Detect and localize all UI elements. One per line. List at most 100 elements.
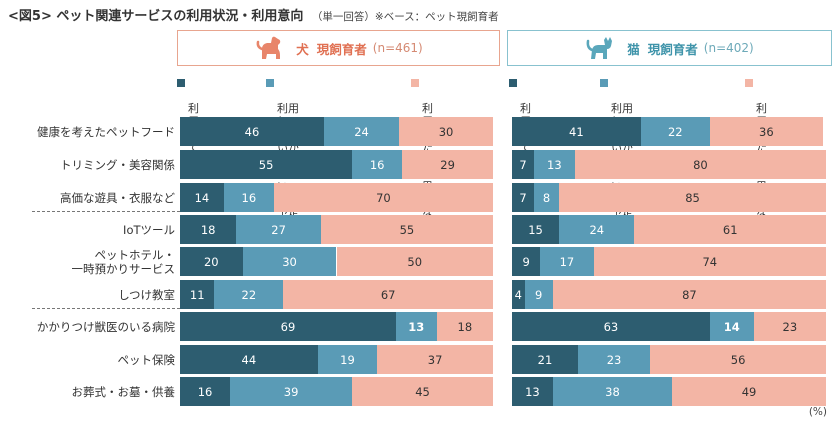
bar-segment-cat-use: 63: [512, 312, 710, 341]
data-label: 24: [354, 124, 369, 139]
data-label: 18: [457, 319, 473, 334]
bar-segment-dog-want: 24: [323, 117, 400, 146]
bar-segment-cat-use: 41: [512, 117, 641, 146]
bar-segment-cat-not: 61: [634, 215, 826, 244]
data-label: 55: [399, 222, 415, 237]
legend-swatch-not: [745, 79, 753, 87]
bar-segment-cat-not: 80: [574, 150, 826, 179]
bar-segment-dog-not: 50: [336, 247, 493, 276]
bar-segment-dog-not: 29: [402, 150, 493, 179]
data-label: 80: [693, 157, 708, 172]
data-label: 13: [547, 157, 562, 172]
data-label: 11: [189, 287, 205, 302]
category-label: 高価な遊具・衣服など: [60, 190, 175, 205]
legend-swatch-want: [600, 79, 608, 87]
cat-panel-n: (n=402): [703, 41, 754, 55]
bar-segment-cat-use: 15: [512, 215, 560, 244]
bar-segment-cat-want: 9: [524, 280, 553, 309]
data-label: 18: [200, 222, 216, 237]
bar-segment-cat-use: 13: [512, 377, 553, 406]
bar-segment-dog-use: 20: [180, 247, 243, 276]
bar-segment-cat-not: 36: [709, 117, 823, 146]
data-label: 9: [535, 287, 543, 302]
data-label: 13: [525, 384, 540, 399]
data-label: 23: [782, 319, 798, 334]
data-label: 24: [589, 222, 605, 237]
data-label: 21: [537, 352, 553, 367]
data-label: 69: [280, 319, 296, 334]
legend-swatch-use: [509, 79, 517, 87]
data-label: 61: [722, 222, 738, 237]
data-label: 44: [241, 352, 257, 367]
category-label: IoTツール: [123, 222, 175, 237]
data-label: 7: [519, 190, 527, 205]
bar-segment-cat-not: 56: [650, 345, 826, 374]
bar-segment-cat-not: 74: [593, 247, 826, 276]
data-label: 29: [440, 157, 455, 172]
data-label: 7: [519, 157, 527, 172]
data-label: 8: [542, 190, 551, 205]
data-label: 13: [408, 319, 425, 334]
chart-note: （単一回答）※ベース：ペット現飼育者: [311, 11, 499, 23]
bar-segment-dog-not: 45: [352, 377, 493, 406]
dog-panel-animal: 犬: [296, 41, 309, 57]
bar-segment-cat-not: 85: [559, 183, 826, 212]
data-label: 85: [685, 190, 700, 205]
bar-segment-dog-want: 27: [236, 215, 321, 244]
data-label: 14: [194, 190, 210, 205]
data-label: 56: [730, 352, 746, 367]
bar-segment-dog-not: 55: [320, 215, 493, 244]
cat-icon: [586, 37, 613, 59]
data-label: 9: [522, 254, 530, 269]
legend-swatch-not: [411, 79, 419, 87]
bar-segment-cat-want: 8: [533, 183, 560, 212]
bar-segment-dog-use: 55: [180, 150, 353, 179]
bar-segment-dog-want: 19: [317, 345, 378, 374]
data-label: 15: [528, 222, 543, 237]
bar-segment-cat-use: 9: [512, 247, 541, 276]
data-label: 17: [559, 254, 575, 269]
data-label: 4: [514, 287, 522, 302]
cat-panel-label: 現飼育者: [647, 41, 698, 57]
data-label: 19: [340, 352, 355, 367]
data-label: 49: [741, 384, 757, 399]
data-label: 20: [203, 254, 219, 269]
bar-segment-dog-want: 13: [395, 312, 437, 341]
bar-segment-dog-want: 16: [223, 183, 274, 212]
data-label: 39: [283, 384, 299, 399]
data-label: 87: [682, 287, 697, 302]
panel-header-dog: 犬 現飼育者 (n=461): [177, 30, 500, 66]
bar-segment-dog-use: 69: [180, 312, 396, 341]
category-label: トリミング・美容関係: [60, 157, 175, 172]
category-label: しつけ教室: [118, 287, 175, 302]
bar-segment-dog-not: 30: [399, 117, 493, 146]
data-label: 22: [241, 287, 257, 302]
bar-segment-cat-not: 49: [672, 377, 826, 406]
data-label: 22: [667, 124, 683, 139]
category-label: お葬式・お墓・供養: [71, 384, 176, 399]
bar-segment-dog-not: 18: [436, 312, 493, 341]
bar-segment-cat-use: 21: [512, 345, 578, 374]
bar-segment-cat-want: 14: [709, 312, 754, 341]
bar-segment-dog-want: 39: [230, 377, 353, 406]
data-label: 16: [197, 384, 213, 399]
data-label: 27: [271, 222, 286, 237]
bar-segment-dog-use: 16: [180, 377, 231, 406]
bar-segment-dog-use: 46: [180, 117, 324, 146]
data-label: 74: [702, 254, 718, 269]
bar-segment-cat-not: 87: [552, 280, 826, 309]
chart-title-text: <図5> ペット関連サービスの利用状況・利用意向: [8, 9, 304, 24]
group-divider: [32, 308, 180, 309]
bar-segment-cat-want: 13: [533, 150, 575, 179]
data-label: 37: [427, 352, 443, 367]
unit-label: (%): [808, 406, 827, 418]
bar-segment-cat-use: 7: [512, 150, 534, 179]
bar-segment-dog-want: 16: [352, 150, 403, 179]
data-label: 45: [415, 384, 430, 399]
bar-segment-cat-want: 17: [540, 247, 594, 276]
category-label: 健康を考えたペットフード: [37, 124, 175, 139]
data-label: 70: [376, 190, 391, 205]
legend-swatch-want: [266, 79, 274, 87]
data-label: 16: [241, 190, 257, 205]
bar-segment-dog-not: 67: [283, 280, 493, 309]
